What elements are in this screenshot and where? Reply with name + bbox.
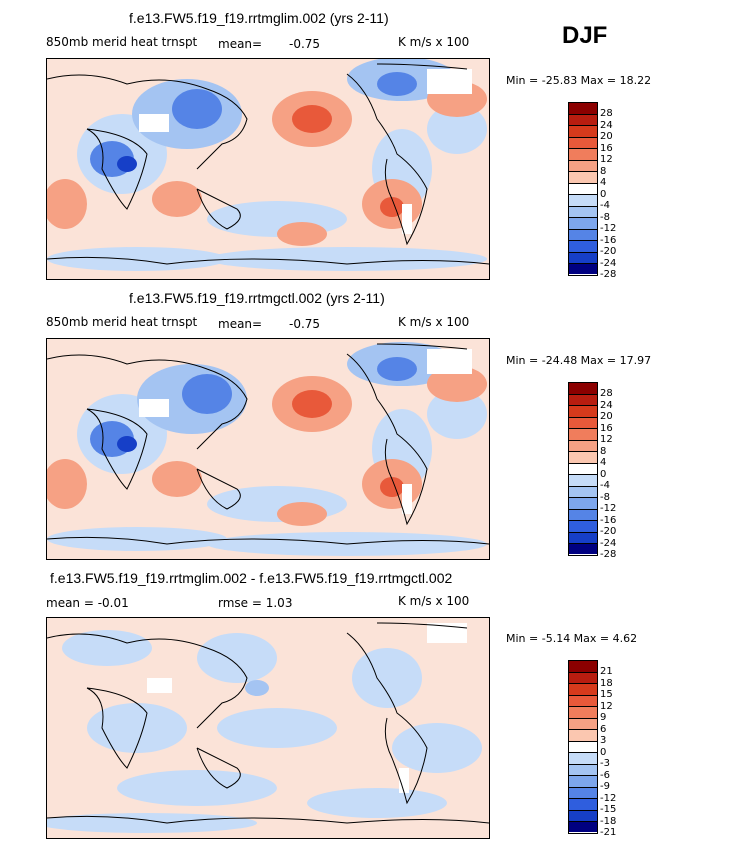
panel1-minmax: Min = -25.83 Max = 18.22: [506, 74, 652, 87]
panel3-units: K m/s x 100: [398, 594, 470, 608]
panel2-map: [46, 338, 490, 560]
colorbar-tick: -15: [600, 804, 617, 815]
panel3-title: f.e13.FW5.f19_f19.rrtmglim.002 - f.e13.F…: [50, 570, 453, 586]
colorbar-tick: -21: [600, 827, 617, 838]
colorbar-tick: 6: [600, 723, 607, 735]
colorbar-tick: 15: [600, 689, 613, 700]
panel3-rmse: rmse = 1.03: [218, 596, 293, 610]
panel1-mean-value: -0.75: [289, 37, 321, 51]
colorbar-tick: 12: [600, 700, 613, 712]
colorbar-tick: 3: [600, 735, 607, 746]
colorbar-tick: 16: [600, 142, 613, 154]
colorbar-tick: 0: [600, 746, 607, 758]
season-label: DJF: [562, 22, 608, 49]
colorbar-tick: 24: [600, 119, 613, 131]
colorbar-tick: 8: [600, 445, 607, 457]
colorbar-tick: -4: [600, 480, 610, 491]
colorbar-tick: -28: [600, 269, 617, 280]
colorbar-tick: 20: [600, 131, 613, 142]
colorbar-tick: 12: [600, 154, 613, 165]
colorbar-tick: 18: [600, 677, 613, 689]
panel1-colorbar: [568, 102, 598, 276]
panel1-mean-label: mean=: [218, 37, 263, 51]
panel2-map-field: [47, 339, 489, 559]
panel1-variable-label: 850mb merid heat trnspt: [46, 35, 198, 49]
colorbar-tick: 21: [600, 666, 613, 677]
colorbar-tick: 28: [600, 108, 613, 119]
panel3-map-field: [47, 618, 489, 838]
panel3-colorbar: [568, 660, 598, 834]
colorbar-tick: -12: [600, 792, 617, 804]
colorbar-tick: -8: [600, 211, 610, 223]
colorbar-tick: 0: [600, 188, 607, 200]
colorbar-tick: 4: [600, 177, 607, 188]
colorbar-tick: 16: [600, 422, 613, 434]
panel3-mean: mean = -0.01: [46, 596, 129, 610]
colorbar-tick: -20: [600, 526, 617, 537]
colorbar-tick: -16: [600, 514, 617, 526]
panel1-map-field: [47, 59, 489, 279]
colorbar-tick: -24: [600, 257, 617, 269]
colorbar-tick: -16: [600, 234, 617, 246]
panel3-map: [46, 617, 490, 839]
panel2-variable-label: 850mb merid heat trnspt: [46, 315, 198, 329]
panel1-title: f.e13.FW5.f19_f19.rrtmglim.002 (yrs 2-11…: [129, 10, 389, 26]
colorbar-tick: -6: [600, 769, 610, 781]
panel2-title: f.e13.FW5.f19_f19.rrtmgctl.002 (yrs 2-11…: [129, 290, 385, 306]
colorbar-tick: -8: [600, 491, 610, 503]
colorbar-tick: -3: [600, 758, 610, 769]
panel2-units: K m/s x 100: [398, 315, 470, 329]
colorbar-tick: 0: [600, 468, 607, 480]
colorbar-tick: 24: [600, 399, 613, 411]
panel2-mean-label: mean=: [218, 317, 263, 331]
colorbar-tick: -28: [600, 549, 617, 560]
colorbar-tick: 9: [600, 712, 607, 723]
colorbar-tick: -12: [600, 223, 617, 234]
colorbar-tick: -24: [600, 537, 617, 549]
panel1-units: K m/s x 100: [398, 35, 470, 49]
panel2-minmax: Min = -24.48 Max = 17.97: [506, 354, 652, 367]
colorbar-tick: -12: [600, 503, 617, 514]
panel2-colorbar: [568, 382, 598, 556]
colorbar-tick: 8: [600, 165, 607, 177]
panel3-minmax: Min = -5.14 Max = 4.62: [506, 632, 638, 645]
colorbar-tick: -18: [600, 815, 617, 827]
colorbar-tick: 12: [600, 434, 613, 445]
colorbar-tick: -20: [600, 246, 617, 257]
colorbar-tick: -9: [600, 781, 610, 792]
colorbar-tick: 4: [600, 457, 607, 468]
colorbar-tick: -4: [600, 200, 610, 211]
panel2-mean-value: -0.75: [289, 317, 321, 331]
panel1-map: [46, 58, 490, 280]
colorbar-tick: 20: [600, 411, 613, 422]
colorbar-tick: 28: [600, 388, 613, 399]
